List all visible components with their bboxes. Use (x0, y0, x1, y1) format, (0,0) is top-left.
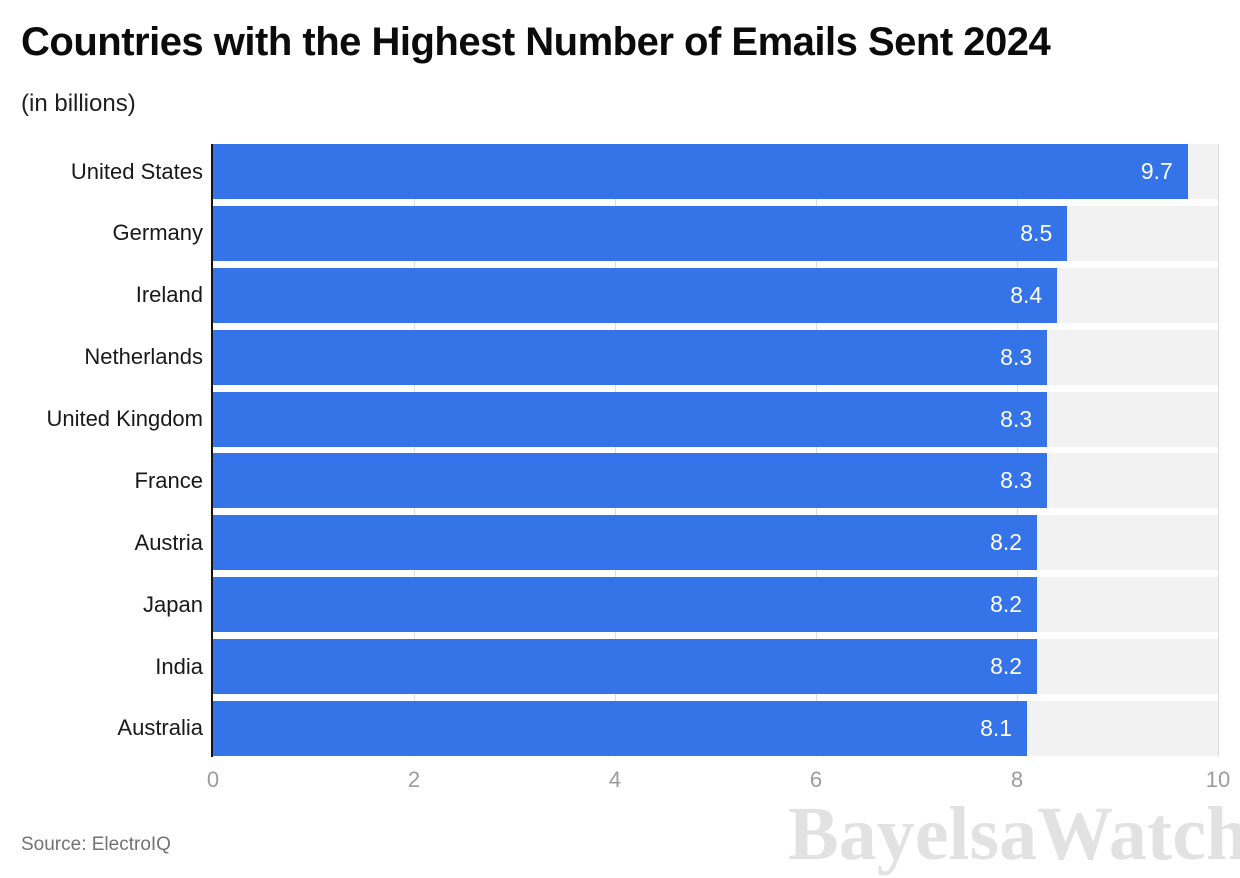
bar-row: 8.4 (213, 267, 1218, 323)
bar: 8.5 (213, 205, 1068, 261)
gridline-4 (615, 144, 616, 757)
x-tick-label: 10 (1205, 767, 1231, 792)
x-tick-label: 2 (407, 767, 421, 792)
bar-row: 8.1 (213, 700, 1218, 756)
bar-value-label: 8.3 (1000, 405, 1033, 432)
bar-row: 8.2 (213, 577, 1218, 633)
category-label: Germany (112, 220, 203, 246)
bar-rows: 9.7 8.5 8.4 8.3 8.3 8.3 8.2 8.2 8.2 8.1 (213, 144, 1218, 756)
source-label: Source: ElectroIQ (21, 834, 171, 855)
bar-value-label: 8.1 (980, 714, 1013, 741)
category-label: France (134, 467, 203, 493)
category-label: United States (70, 158, 203, 184)
category-label: Australia (117, 715, 203, 741)
category-label: United Kingdom (46, 406, 203, 431)
category-label: Netherlands (84, 344, 203, 370)
bar-value-label: 8.4 (1010, 281, 1043, 308)
bar-row: 8.2 (213, 639, 1218, 694)
x-axis: 0 2 4 6 8 10 (207, 767, 1230, 797)
category-labels: United States Germany Ireland Netherlands Un… (3, 144, 203, 756)
bar-value-label: 9.7 (1140, 158, 1173, 184)
gridline-2 (414, 144, 415, 757)
bar: 8.2 (213, 639, 1038, 694)
bar-value-label: 8.3 (1000, 343, 1033, 370)
bar-value-label: 8.5 (1020, 219, 1053, 246)
bar: 8.3 (213, 453, 1048, 509)
bar-row: 8.2 (213, 515, 1218, 571)
category-label: Austria (134, 529, 203, 555)
bar: 8.3 (213, 329, 1048, 385)
bar-value-label: 8.3 (1000, 467, 1033, 494)
bar-row: 9.7 (213, 144, 1218, 199)
x-tick-label: 0 (206, 767, 220, 792)
bar: 9.7 (213, 144, 1188, 199)
category-label: Ireland (135, 282, 203, 308)
category-label: Japan (143, 591, 203, 617)
x-tick-label: 6 (809, 767, 823, 792)
category-label: India (155, 653, 203, 679)
bar: 8.1 (213, 700, 1028, 756)
bar-value-label: 8.2 (990, 591, 1023, 618)
x-tick-label: 8 (1010, 767, 1024, 792)
watermark: BayelsaWatch (788, 792, 1240, 876)
plot-area: 9.7 8.5 8.4 8.3 8.3 8.3 8.2 8.2 8.2 8.1 United St… (46, 144, 1230, 792)
chart-subtitle: (in billions) (21, 90, 136, 117)
bar-value-label: 8.2 (990, 529, 1023, 556)
bar-value-label: 8.2 (990, 653, 1023, 679)
bar: 8.2 (213, 577, 1038, 633)
chart-title: Countries with the Highest Number of Ema… (21, 20, 1051, 64)
gridline-8 (1017, 144, 1018, 757)
bar: 8.3 (213, 391, 1048, 447)
bar-row: 8.3 (213, 453, 1218, 509)
x-tick-label: 4 (608, 767, 622, 792)
bar: 8.4 (213, 267, 1058, 323)
bar-row: 8.3 (213, 391, 1218, 447)
gridlines (213, 144, 1219, 757)
bar: 8.2 (213, 515, 1038, 571)
bar-row: 8.5 (213, 205, 1218, 261)
gridline-10 (1218, 144, 1219, 757)
y-axis-line (211, 144, 213, 757)
bar-row: 8.3 (213, 329, 1218, 385)
gridline-6 (816, 144, 817, 757)
